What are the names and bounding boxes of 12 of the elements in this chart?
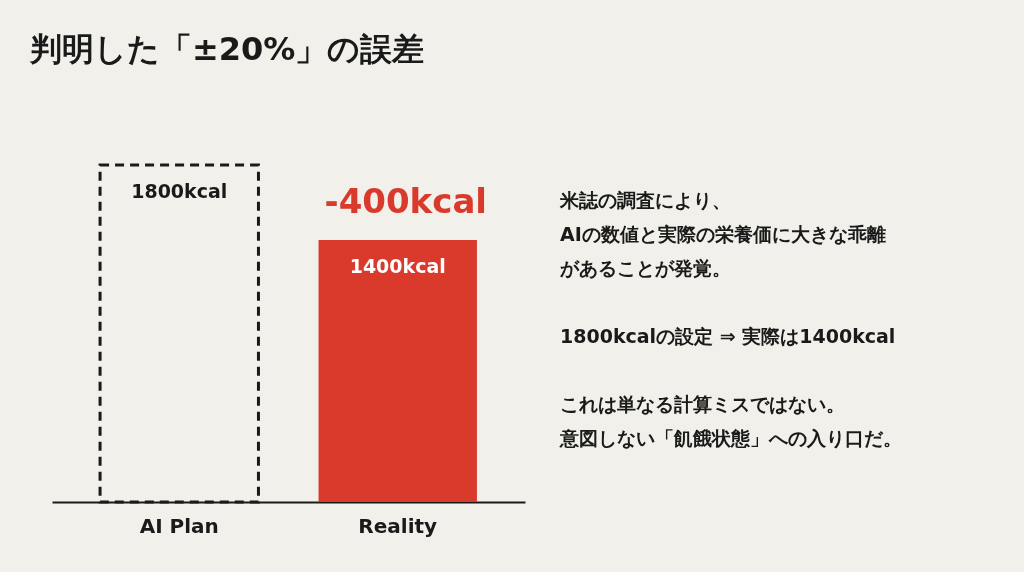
text: があることが発覚。 <box>559 257 731 279</box>
annotation: -400kcal <box>324 180 487 221</box>
x-tick-label: Reality <box>358 513 438 538</box>
text: 1800kcalの設定 ⇒ 実際は1400kcal <box>560 325 896 347</box>
text: 意図しない「飢餓状態」への入り口だ。 <box>559 427 902 449</box>
data-label: 1400kcal <box>349 254 446 277</box>
chart-title: 判明した「±20%」の誤差 <box>29 30 425 68</box>
text: これは単なる計算ミスではない。 <box>560 393 845 415</box>
data-label: 1800kcal <box>131 180 228 203</box>
text: 米誌の調査により、 <box>559 189 731 211</box>
x-tick-label: AI Plan <box>139 513 219 538</box>
text: AIの数値と実際の栄養価に大きな乖離 <box>560 223 886 245</box>
